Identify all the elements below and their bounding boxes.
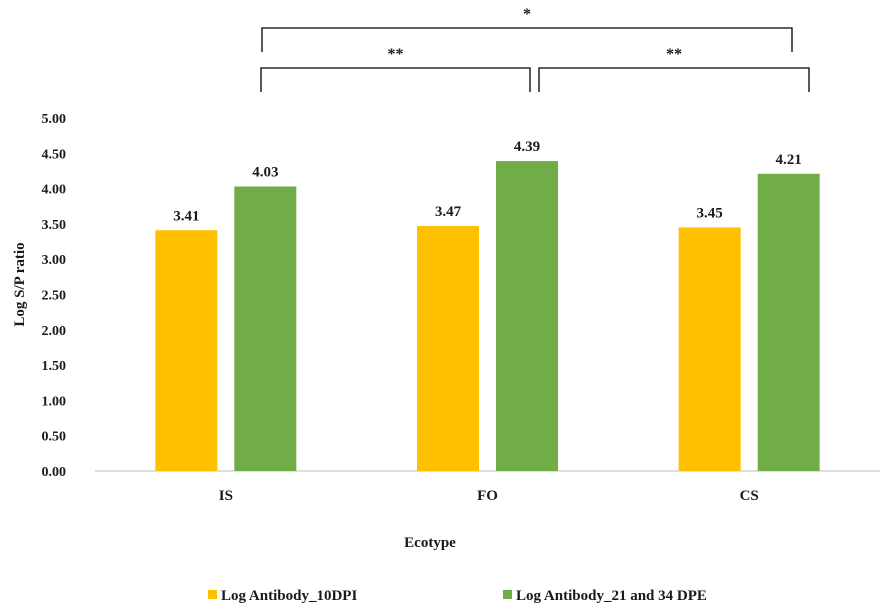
data-labels: 3.41 4.03 3.47 4.39 3.45 4.21 xyxy=(173,139,802,224)
data-label: 3.41 xyxy=(173,208,199,224)
legend-label: Log Antibody_10DPI xyxy=(221,588,357,604)
legend: Log Antibody_10DPI Log Antibody_21 and 34… xyxy=(208,588,707,604)
data-label: 3.47 xyxy=(435,204,462,220)
bar-is-series-1 xyxy=(155,230,218,471)
significance-bracket xyxy=(538,67,810,92)
category-label: CS xyxy=(740,488,759,504)
data-label: 4.03 xyxy=(252,164,278,180)
bar-cs-series-1 xyxy=(678,227,741,471)
data-label: 4.21 xyxy=(776,152,802,168)
y-tick-label: 3.00 xyxy=(42,253,67,268)
category-labels: IS FO CS xyxy=(219,488,759,504)
bar-is-series-2 xyxy=(234,186,297,471)
y-tick-label: 1.50 xyxy=(42,359,67,374)
significance-label: * xyxy=(523,6,531,23)
bar-cs-series-2 xyxy=(757,173,820,472)
significance-label: ** xyxy=(388,46,404,63)
significance-bracket xyxy=(260,67,531,92)
y-tick-label: 4.00 xyxy=(42,183,67,198)
bars xyxy=(155,161,820,472)
y-tick-label: 0.00 xyxy=(42,465,67,480)
significance-brackets: *** ** xyxy=(260,6,810,92)
y-tick-label: 2.50 xyxy=(42,289,67,304)
legend-swatch xyxy=(503,590,512,599)
x-axis-title: Ecotype xyxy=(404,535,456,551)
y-axis-title: Log S/P ratio xyxy=(12,242,28,326)
significance-label: ** xyxy=(666,46,682,63)
legend-label: Log Antibody_21 and 34 DPE xyxy=(516,588,707,604)
y-axis-ticks: 0.00 0.50 1.00 1.50 2.00 2.50 3.00 3.50 4.00 4.50… xyxy=(42,112,67,480)
y-tick-label: 0.50 xyxy=(42,430,67,445)
y-tick-label: 4.50 xyxy=(42,147,67,162)
y-tick-label: 2.00 xyxy=(42,324,67,339)
data-label: 3.45 xyxy=(697,205,723,221)
y-tick-label: 3.50 xyxy=(42,218,67,233)
category-label: IS xyxy=(219,488,233,504)
y-tick-label: 1.00 xyxy=(42,394,67,409)
category-label: FO xyxy=(477,488,498,504)
data-label: 4.39 xyxy=(514,139,540,155)
significance-bracket xyxy=(261,27,793,52)
bar-fo-series-2 xyxy=(496,161,558,472)
bar-fo-series-1 xyxy=(417,226,479,471)
legend-swatch xyxy=(208,590,217,599)
y-tick-label: 5.00 xyxy=(42,112,67,127)
